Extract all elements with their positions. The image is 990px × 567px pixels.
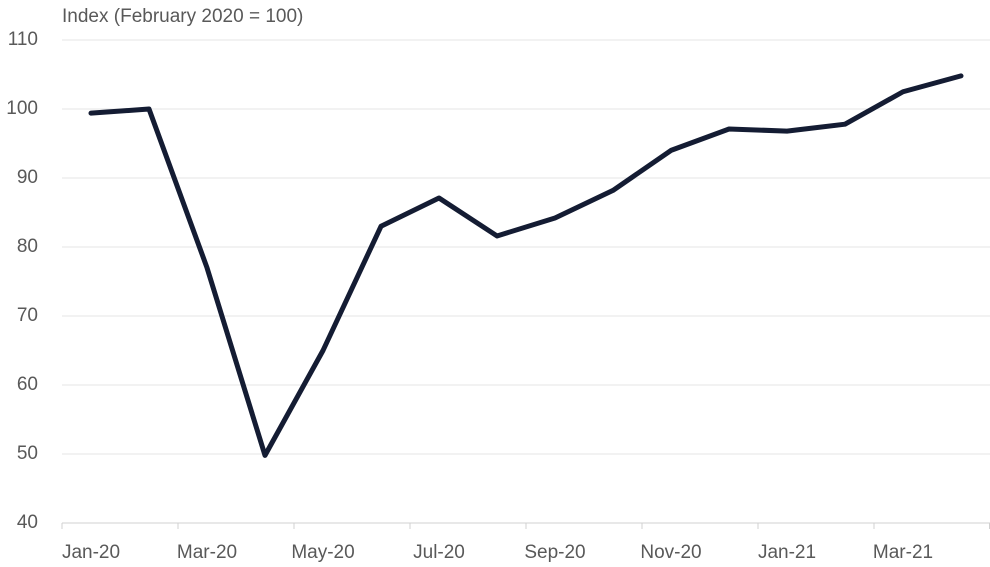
x-tick-label: May-20 [291,542,354,563]
x-tick-label: Mar-20 [177,542,237,563]
line-series [88,73,964,458]
y-tick-label: 70 [17,305,38,326]
y-tick-label: 90 [17,167,38,188]
x-tick-label: Jul-20 [413,542,465,563]
y-tick-label: 50 [17,443,38,464]
y-tick-label: 110 [8,29,38,50]
y-tick-label: 100 [6,98,38,119]
y-tick-label: 80 [17,236,38,257]
y-tick-label: 60 [17,374,38,395]
y-tick-label: 40 [17,512,38,533]
x-tick-label: Nov-20 [640,542,701,563]
x-tick-label: Mar-21 [873,542,933,563]
y-axis-label: Index (February 2020 = 100) [62,6,303,27]
x-tick-label: Jan-21 [758,542,816,563]
x-tick-label: Jan-20 [62,542,120,563]
x-tick-label: Sep-20 [524,542,585,563]
